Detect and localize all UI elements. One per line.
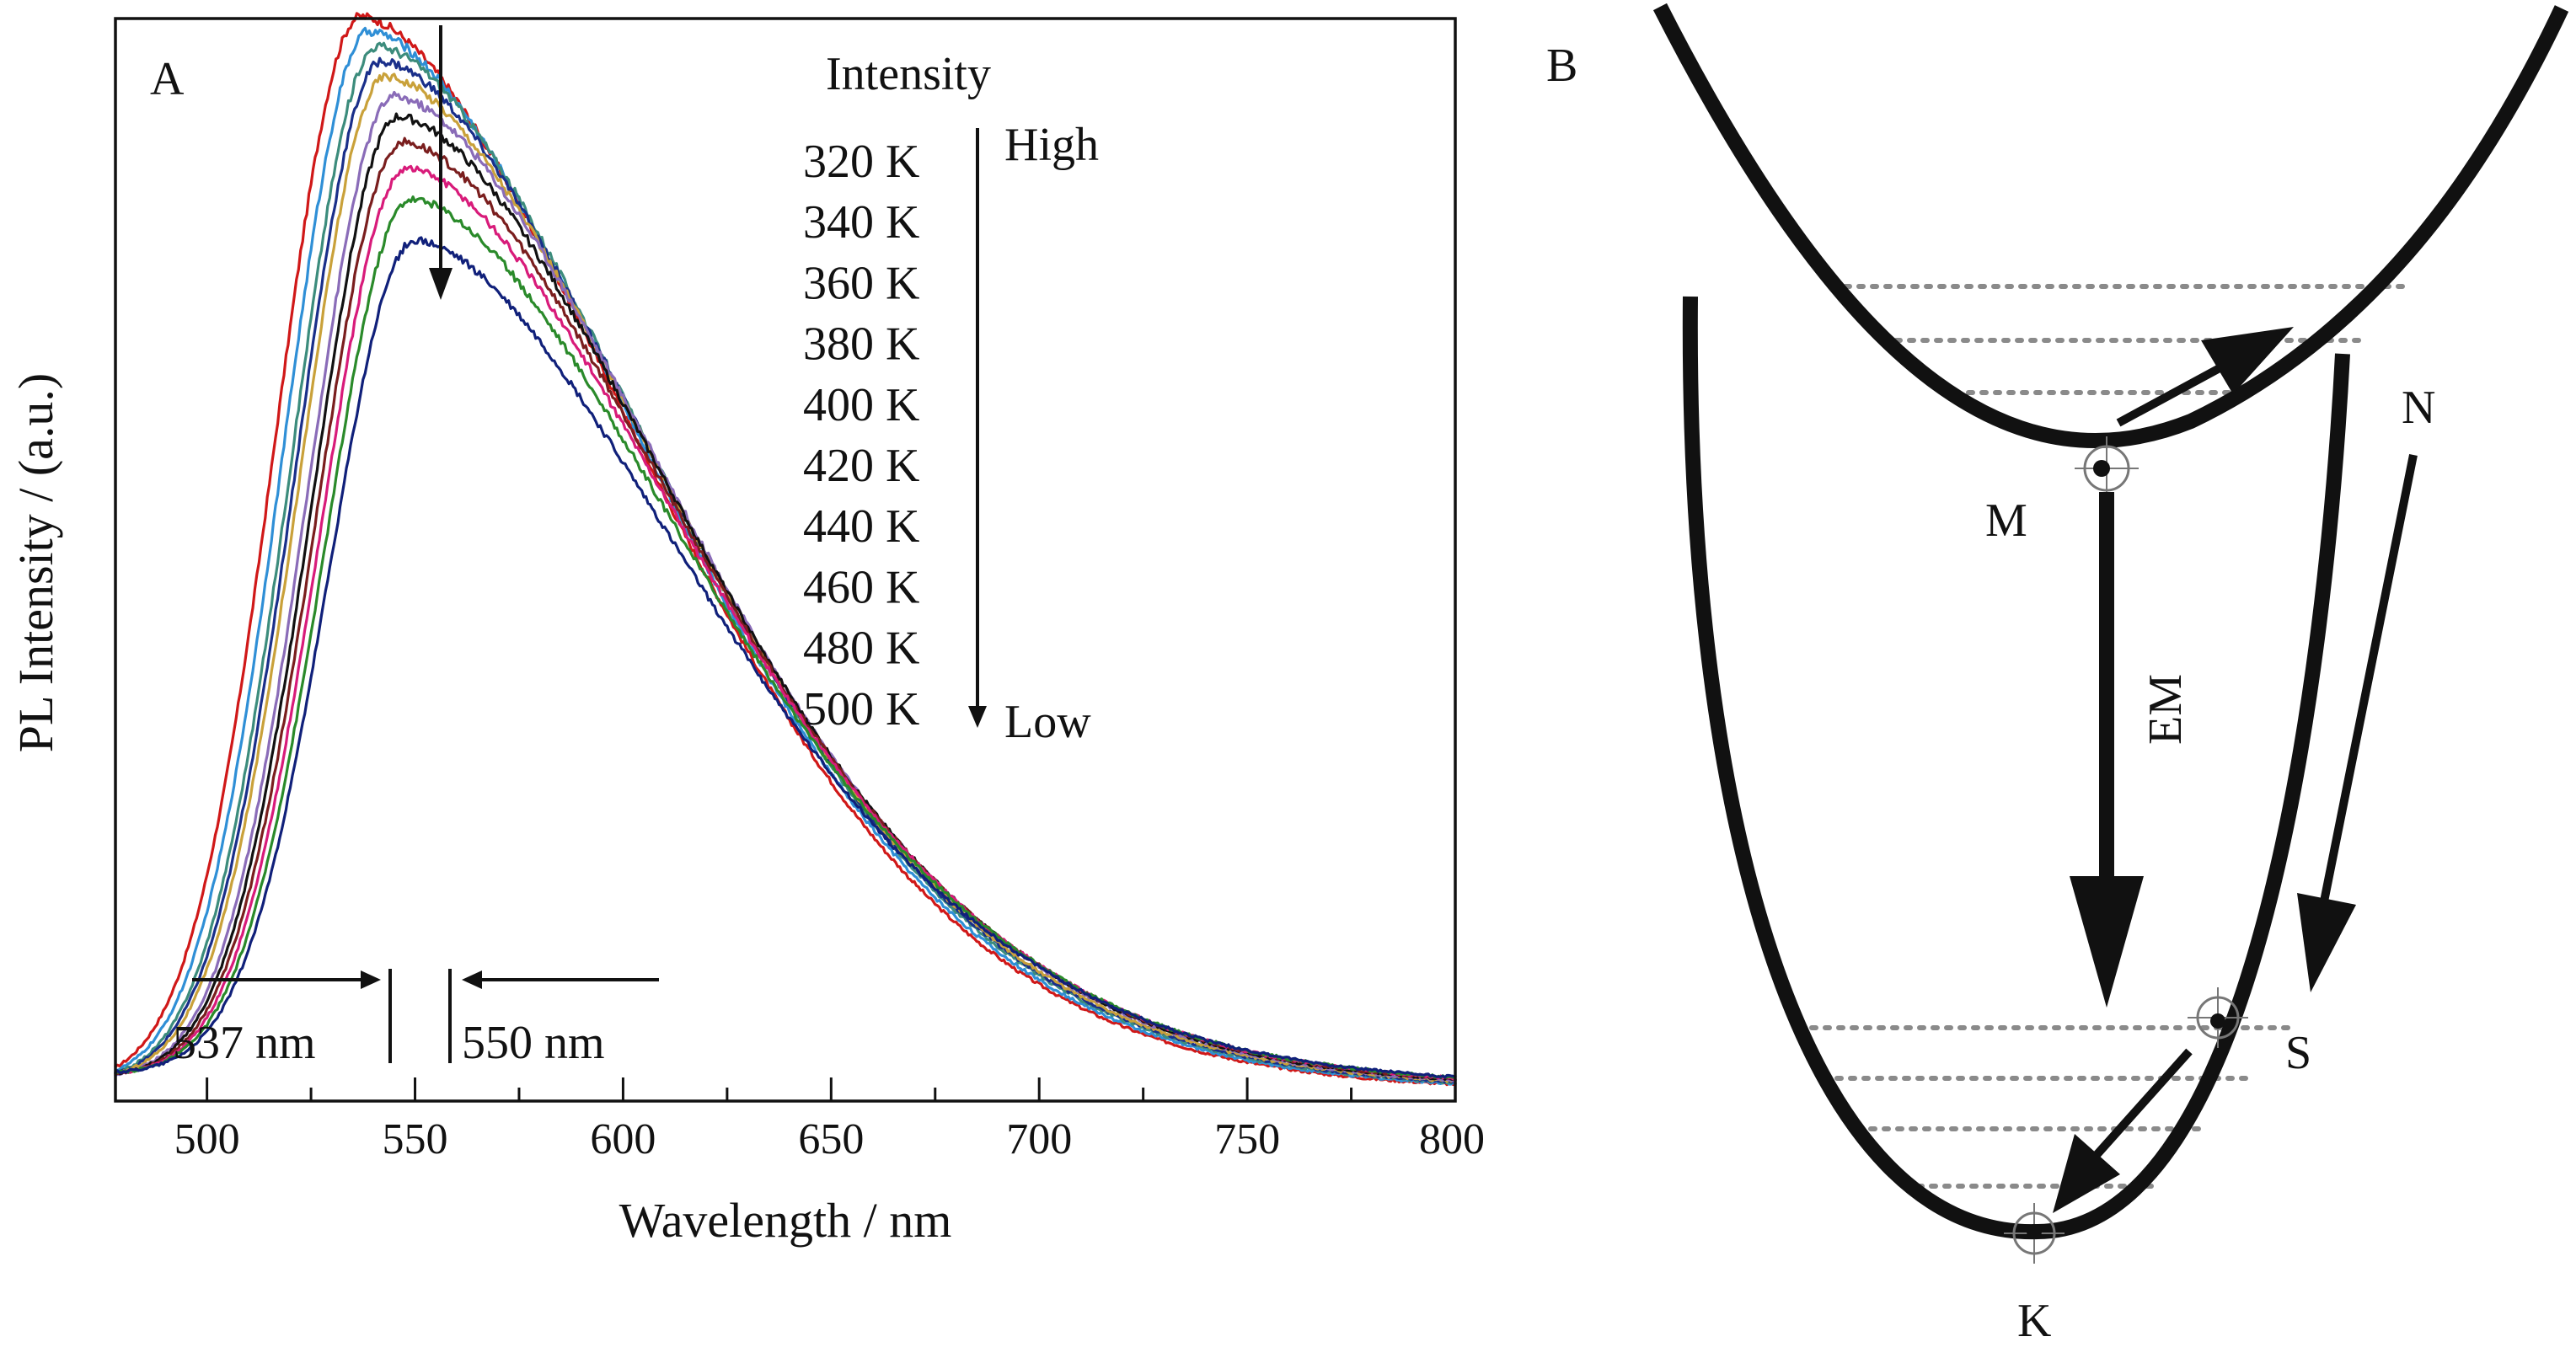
legend-high-label: High: [1004, 119, 1099, 171]
plot-frame: [114, 17, 1457, 1103]
ground-state-parabola: [1682, 296, 2350, 1240]
relaxation-arrow-shaft: [2086, 1048, 2193, 1166]
peak-left-arrow-head: [361, 970, 381, 989]
nonradiative-arrow-shaft: [2318, 454, 2418, 911]
nonradiative-arrow-head: [2297, 893, 2356, 992]
peak-left-label: 537 nm: [173, 1017, 316, 1069]
legend-entry: 400 K: [803, 379, 919, 431]
panel-b-diagram: B: [1546, 3, 2569, 1347]
legend-title: Intensity: [826, 48, 991, 100]
series-line: [114, 236, 1457, 1079]
y-axis-title: PL Intensity / (a.u.): [8, 373, 63, 753]
relaxation-arrow-head: [2053, 1134, 2120, 1213]
legend-entry: 320 K: [803, 136, 919, 188]
label-em: EM: [2140, 674, 2192, 745]
legend-entry: 420 K: [803, 440, 919, 492]
legend: Intensity High Low 320 K 340 K 360 K 380 K 4…: [803, 48, 1099, 748]
label-k: K: [2017, 1295, 2051, 1347]
activation-arrow-head: [2201, 327, 2294, 394]
point-m: [2075, 436, 2139, 500]
series-line: [114, 164, 1457, 1081]
series-lines: [114, 12, 1457, 1087]
peak-annotations: 537 nm 550 nm: [173, 969, 659, 1069]
point-s: [2188, 987, 2248, 1048]
series-line: [114, 90, 1457, 1083]
peak-right-label: 550 nm: [462, 1017, 605, 1069]
legend-entry: 500 K: [803, 683, 919, 735]
legend-entry: 360 K: [803, 257, 919, 309]
panel-label-b: B: [1546, 40, 1577, 92]
excited-state-parabola: [1652, 3, 2569, 449]
legend-arrow-head: [968, 706, 987, 728]
x-tick-label: 750: [1214, 1115, 1280, 1163]
legend-entry: 480 K: [803, 623, 919, 675]
point-k: [2004, 1203, 2065, 1264]
x-tick-label: 500: [174, 1115, 240, 1163]
series-line: [114, 72, 1457, 1083]
series-line: [114, 26, 1457, 1086]
legend-entry: 460 K: [803, 561, 919, 613]
emission-arrow-head: [2070, 876, 2144, 1008]
x-tick-label: 600: [590, 1115, 656, 1163]
x-axis-title: Wavelength / nm: [619, 1193, 952, 1248]
panel-label-a: A: [150, 53, 185, 105]
x-axis-ticks: 500 550 600 650 700 750 800: [174, 1077, 1485, 1163]
legend-low-label: Low: [1004, 696, 1091, 748]
peak-right-arrow-head: [462, 970, 482, 989]
x-tick-label: 800: [1419, 1115, 1485, 1163]
temperature-arrow-head: [429, 268, 453, 300]
legend-entry: 440 K: [803, 500, 919, 553]
label-n: N: [2402, 382, 2435, 434]
legend-entry: 380 K: [803, 318, 919, 371]
label-s: S: [2285, 1027, 2311, 1079]
x-tick-label: 550: [383, 1115, 448, 1163]
panel-a-chart: 500 550 600 650 700 750 800 A Wavelength / nm …: [8, 12, 1485, 1248]
legend-entry: 340 K: [803, 196, 919, 249]
x-tick-label: 700: [1006, 1115, 1072, 1163]
legend-entries: 320 K 340 K 360 K 380 K 400 K 420 K 440 K 460 K…: [803, 136, 919, 735]
x-tick-label: 650: [798, 1115, 864, 1163]
label-m: M: [1985, 495, 2027, 547]
